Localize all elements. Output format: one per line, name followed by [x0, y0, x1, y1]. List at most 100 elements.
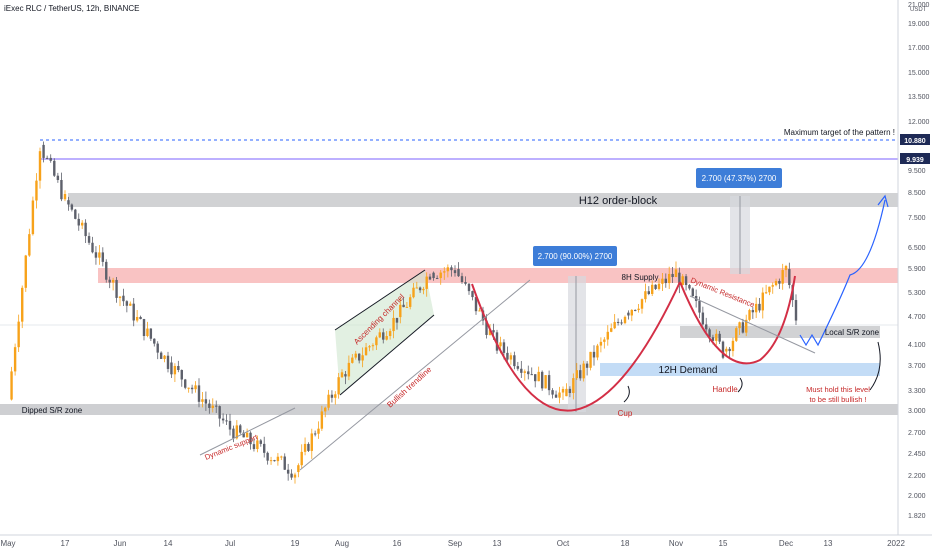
candle-body — [565, 388, 568, 397]
candle-body — [239, 425, 242, 433]
price-tick-label: 2.450 — [908, 451, 926, 458]
candle-body — [63, 194, 67, 200]
candle-body — [575, 370, 578, 379]
candle-body — [156, 343, 159, 353]
dipped-sr-label: Dipped S/R zone — [22, 406, 83, 415]
candle-body — [56, 175, 60, 180]
candle-body — [579, 370, 582, 379]
note-arrow — [869, 341, 881, 391]
must-hold-label: to be still bullish ! — [809, 395, 866, 404]
candle-body — [313, 433, 317, 435]
candle-body — [94, 252, 98, 258]
price-marker-box — [900, 134, 930, 145]
price-marker-label: 9.939 — [906, 157, 924, 164]
candle-body — [794, 300, 798, 321]
candle-body — [245, 432, 249, 438]
candle-body — [84, 222, 87, 237]
candle-body — [347, 362, 351, 377]
price-tick-label: 6.500 — [908, 245, 926, 252]
cup-curve — [471, 281, 681, 412]
candle-body — [327, 394, 330, 408]
candle-body — [180, 370, 183, 380]
candle-body — [368, 346, 371, 348]
bullish-trendline — [299, 279, 531, 471]
candle-body — [572, 378, 575, 394]
candle-body — [534, 374, 537, 382]
candle-body — [70, 204, 74, 210]
candle-body — [35, 180, 38, 201]
candle-body — [283, 456, 286, 470]
candle-body — [49, 157, 52, 161]
demand-12h-zone — [600, 363, 880, 376]
price-marker-box — [900, 153, 930, 164]
candle-body — [599, 341, 603, 346]
candle-body — [412, 287, 415, 298]
candle-body — [474, 297, 478, 312]
candle-body — [561, 389, 565, 393]
candle-body — [111, 279, 115, 283]
candle-body — [228, 420, 232, 430]
candle-body — [280, 456, 283, 458]
candle-body — [674, 269, 678, 278]
candle-body — [582, 363, 585, 379]
h12-orderblock-zone — [68, 193, 898, 207]
dipped-sr-zone — [0, 404, 898, 415]
dynamic-resistance-line — [689, 295, 816, 354]
candle-body — [671, 273, 674, 278]
candle-body — [725, 348, 728, 352]
candle-body — [764, 292, 768, 294]
candle-body — [495, 332, 499, 351]
candle-body — [129, 303, 132, 306]
candle-body — [31, 200, 35, 235]
candle-body — [80, 222, 84, 226]
candle-body — [98, 252, 101, 258]
cup-label: Cup — [618, 409, 633, 418]
candle-body — [741, 322, 745, 333]
candle-body — [115, 279, 118, 298]
candle-body — [637, 308, 640, 310]
candle-body — [428, 276, 432, 280]
candle-body — [613, 321, 616, 329]
cup-arrow — [623, 385, 630, 403]
price-tick-label: 1.820 — [908, 513, 926, 520]
candle-body — [788, 269, 791, 286]
candle-body — [276, 456, 280, 462]
time-tick-label: Jun — [114, 539, 127, 548]
candle-body — [774, 280, 778, 286]
candle-body — [300, 451, 303, 466]
candle-body — [616, 321, 620, 323]
candle-body — [190, 387, 194, 390]
candle-body — [87, 236, 91, 243]
candle-body — [457, 269, 460, 277]
candle-body — [409, 297, 412, 307]
candle-body — [547, 375, 551, 391]
candle-body — [688, 284, 691, 289]
chart-title: iExec RLC / TetherUS, 12h, BINANCE — [4, 4, 140, 13]
handle-curve — [679, 275, 796, 365]
candle-body — [293, 474, 297, 478]
candle-body — [684, 276, 688, 285]
candle-body — [74, 209, 77, 219]
candle-body — [28, 234, 31, 256]
time-tick-label: 15 — [719, 539, 728, 548]
candle-body — [364, 347, 368, 356]
candle-body — [589, 351, 592, 368]
handle-arrow — [737, 377, 743, 393]
candle-body — [467, 283, 471, 292]
candle-body — [135, 316, 139, 321]
price-axis-unit: USDT — [910, 7, 927, 13]
candle-body — [286, 469, 290, 474]
candle-body — [45, 157, 49, 159]
candle-body — [678, 272, 681, 285]
candle-body — [17, 321, 20, 348]
candle-body — [340, 372, 344, 378]
candle-body — [385, 336, 388, 340]
time-tick-label: 16 — [393, 539, 402, 548]
candle-body — [781, 270, 784, 284]
candle-body — [751, 310, 755, 313]
candle-body — [523, 371, 526, 373]
time-tick-label: Sep — [448, 539, 463, 548]
candle-body — [170, 362, 173, 375]
price-tick-label: 5.900 — [908, 266, 926, 273]
